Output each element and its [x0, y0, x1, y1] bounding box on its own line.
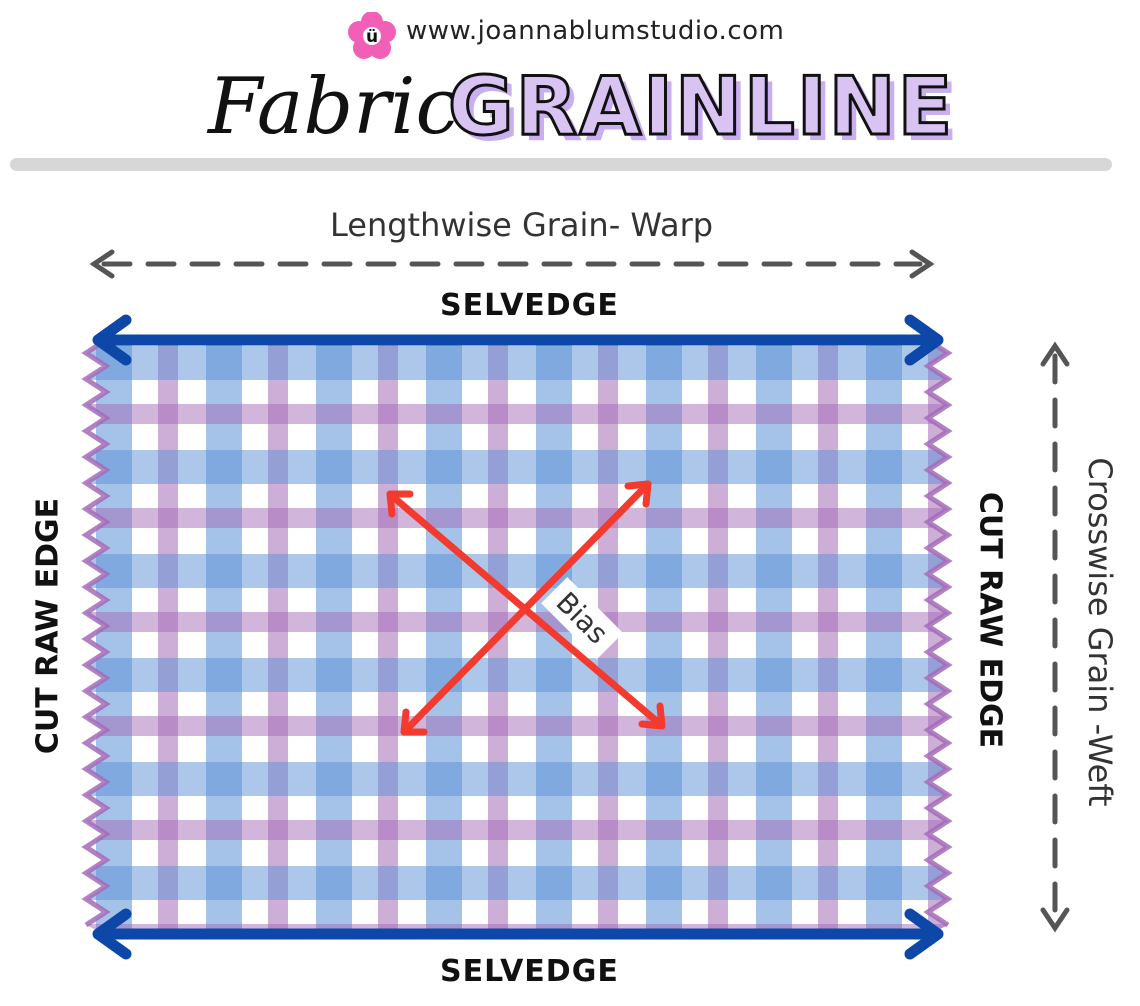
cut-raw-edge-right-label: CUT RAW EDGE: [972, 491, 1008, 749]
lengthwise-grain-arrow: [89, 249, 935, 279]
lengthwise-grain-label: Lengthwise Grain- Warp: [330, 206, 714, 244]
crosswise-grain-arrow: [1040, 341, 1070, 933]
cut-raw-edge-left-label: CUT RAW EDGE: [30, 497, 66, 755]
crosswise-grain-label: Crosswise Grain -Weft: [1081, 457, 1119, 807]
weft-stripe-blue: [86, 346, 948, 380]
weft-stripe-blue: [86, 554, 948, 588]
title-fabric: Fabric: [208, 62, 460, 152]
weft-stripe-blue: [86, 450, 948, 484]
title-grainline: GRAINLINE: [446, 59, 955, 155]
zigzag-edge: [81, 337, 953, 928]
bias-arrows: [386, 480, 666, 736]
flower-logo-icon: ü: [348, 12, 396, 59]
weft-stripe-purple: [86, 820, 948, 840]
selvedge-bottom-arrow: [92, 908, 944, 960]
weft-stripe-blue: [86, 762, 948, 796]
weft-stripe-blue: [86, 866, 948, 900]
logo-letter: ü: [366, 27, 378, 47]
weft-stripe-purple: [86, 716, 948, 736]
plaid-fabric: [86, 340, 948, 930]
weft-stripe-blue: [86, 658, 948, 692]
weft-stripe-purple: [86, 924, 948, 930]
selvedge-bottom-label: SELVEDGE: [440, 954, 619, 989]
site-url: www.joannablumstudio.com: [406, 16, 785, 46]
horizontal-stripes: [86, 346, 948, 930]
selvedge-top-arrow: [92, 314, 944, 366]
weft-stripe-purple: [86, 508, 948, 528]
header-divider: [10, 158, 1112, 171]
selvedge-top-label: SELVEDGE: [440, 288, 619, 323]
weft-stripe-purple: [86, 404, 948, 424]
